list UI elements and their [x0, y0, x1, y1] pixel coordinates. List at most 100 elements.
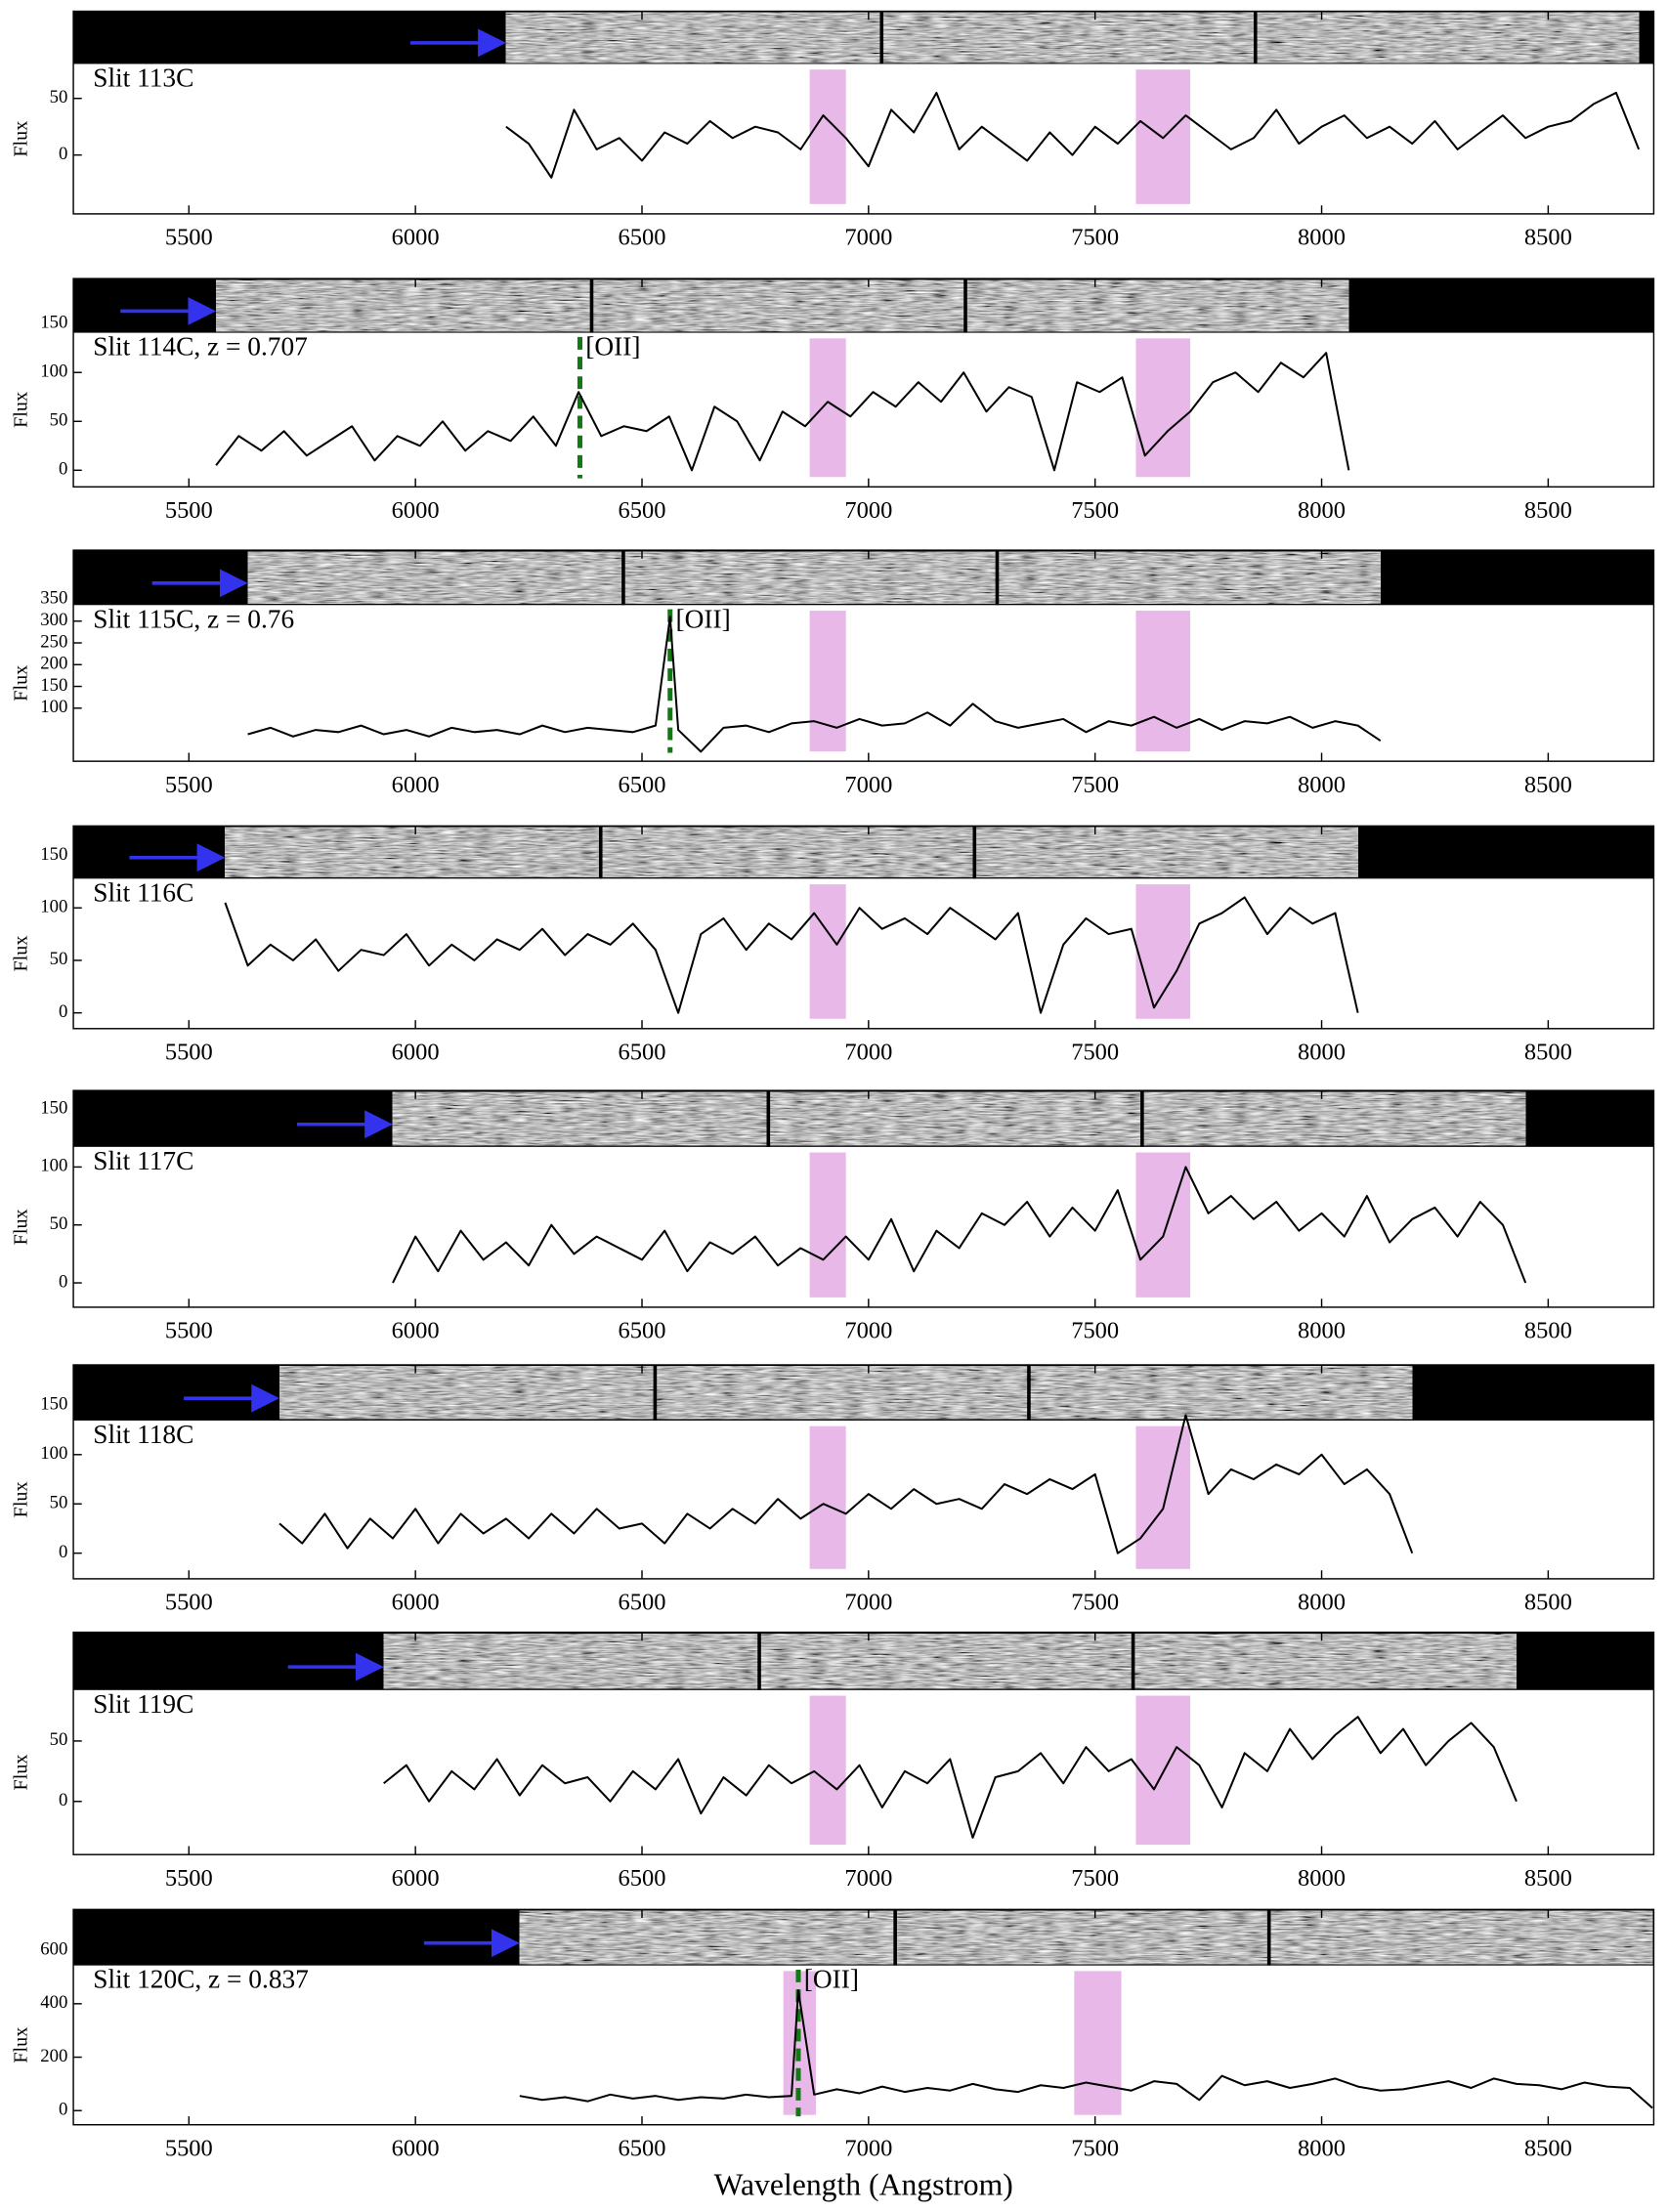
telluric-band [809, 884, 846, 1019]
telluric-band [809, 1695, 846, 1846]
x-tick-label: 8500 [1524, 1318, 1572, 1344]
telluric-band [1135, 611, 1191, 752]
panel-label: Slit 119C [93, 1689, 193, 1719]
y-tick-label: 0 [59, 459, 67, 480]
image-strip [392, 1091, 1526, 1146]
panel-label: Slit 118C [93, 1420, 193, 1449]
x-tick-label: 8000 [1298, 2135, 1346, 2161]
x-tick-label: 8000 [1298, 1318, 1346, 1344]
y-tick-label: 0 [59, 1542, 67, 1562]
spectrum-line [247, 616, 1382, 753]
y-tick-label: 350 [40, 588, 67, 609]
x-tick-label: 5500 [165, 225, 213, 251]
x-axis-label: Wavelength (Angstrom) [714, 2168, 1013, 2202]
y-tick-label: 0 [59, 1001, 67, 1022]
x-tick-label: 5500 [165, 772, 213, 798]
panel-label: Slit 116C [93, 877, 193, 907]
x-tick-label: 8500 [1524, 1865, 1572, 1892]
x-tick-label: 6500 [619, 2135, 666, 2161]
chip-gap [598, 826, 603, 879]
x-tick-label: 7500 [1071, 225, 1119, 251]
y-axis-label: Flux [11, 2027, 32, 2063]
telluric-band [809, 1152, 846, 1297]
y-tick-label: 0 [59, 1271, 67, 1292]
spectrum-line [383, 1716, 1518, 1839]
y-tick-label: 250 [40, 631, 67, 652]
x-tick-label: 7000 [844, 1039, 892, 1065]
y-axis-label: Flux [11, 936, 32, 972]
x-tick-label: 8000 [1298, 225, 1346, 251]
x-tick-label: 5500 [165, 1039, 213, 1065]
x-tick-label: 7500 [1071, 1318, 1119, 1344]
chip-gap [1131, 1632, 1135, 1690]
y-tick-label: 150 [40, 312, 67, 332]
axes-frame [72, 825, 1655, 1030]
y-axis-label: Flux [11, 121, 32, 157]
y-axis-label: Flux [11, 1209, 32, 1245]
image-strip [383, 1634, 1517, 1689]
x-tick-label: 8500 [1524, 2135, 1572, 2161]
axes-frame [72, 1364, 1655, 1580]
spectrum-line [224, 896, 1359, 1014]
x-tick-label: 6000 [392, 1039, 440, 1065]
x-tick-label: 8500 [1524, 1590, 1572, 1616]
y-tick-label: 200 [40, 2046, 67, 2066]
x-tick-label: 7500 [1071, 497, 1119, 524]
y-tick-label: 200 [40, 654, 67, 674]
image-strip [505, 12, 1640, 64]
image-strip [279, 1366, 1413, 1420]
panel-label: Slit 114C, z = 0.707 [93, 332, 308, 362]
y-tick-label: 50 [50, 87, 68, 107]
telluric-band [809, 69, 846, 204]
y-tick-label: 50 [50, 1729, 68, 1750]
x-tick-label: 6500 [619, 497, 666, 524]
chip-gap [893, 1909, 897, 1966]
panel-label: Slit 113C [93, 63, 193, 92]
emission-line-label: [OII] [804, 1965, 859, 1994]
y-tick-label: 50 [50, 1213, 68, 1234]
image-strip [216, 279, 1349, 332]
y-tick-label: 0 [59, 144, 67, 164]
x-tick-label: 6000 [392, 1590, 440, 1616]
y-tick-label: 50 [50, 410, 68, 431]
y-tick-label: 0 [59, 2100, 67, 2120]
x-tick-label: 6000 [392, 1865, 440, 1892]
y-tick-label: 100 [40, 697, 67, 717]
x-tick-label: 7000 [844, 1865, 892, 1892]
axes-frame [72, 1908, 1655, 2126]
x-tick-label: 7500 [1071, 1590, 1119, 1616]
x-tick-label: 8000 [1298, 1039, 1346, 1065]
spectrum-line [505, 91, 1641, 179]
panel-label: Slit 115C, z = 0.76 [93, 604, 294, 633]
telluric-band [1135, 1425, 1191, 1569]
telluric-band [1135, 338, 1191, 478]
x-tick-label: 8500 [1524, 1039, 1572, 1065]
y-tick-label: 150 [40, 1097, 67, 1118]
x-tick-label: 6500 [619, 1865, 666, 1892]
spectrum-line [519, 1989, 1653, 2109]
y-axis-label: Flux [11, 1755, 32, 1791]
spectrum-line [392, 1166, 1527, 1284]
y-tick-label: 400 [40, 1992, 67, 2013]
y-tick-label: 0 [59, 1790, 67, 1810]
y-tick-label: 150 [40, 1394, 67, 1415]
panel-label: Slit 120C, z = 0.837 [93, 1965, 309, 1994]
chip-gap [589, 278, 594, 333]
x-tick-label: 7500 [1071, 1039, 1119, 1065]
x-tick-label: 5500 [165, 1590, 213, 1616]
x-tick-label: 7000 [844, 2135, 892, 2161]
telluric-band [1135, 1152, 1191, 1297]
image-strip [225, 827, 1358, 877]
telluric-band [809, 338, 846, 478]
x-tick-label: 8000 [1298, 772, 1346, 798]
x-tick-label: 6500 [619, 772, 666, 798]
x-tick-label: 8500 [1524, 772, 1572, 798]
chip-gap [766, 1090, 771, 1147]
emission-line-label: [OII] [676, 604, 731, 633]
y-tick-label: 100 [40, 1443, 67, 1464]
x-tick-label: 6000 [392, 1318, 440, 1344]
x-tick-label: 8500 [1524, 225, 1572, 251]
image-strip [519, 1910, 1653, 1965]
x-tick-label: 8000 [1298, 1590, 1346, 1616]
